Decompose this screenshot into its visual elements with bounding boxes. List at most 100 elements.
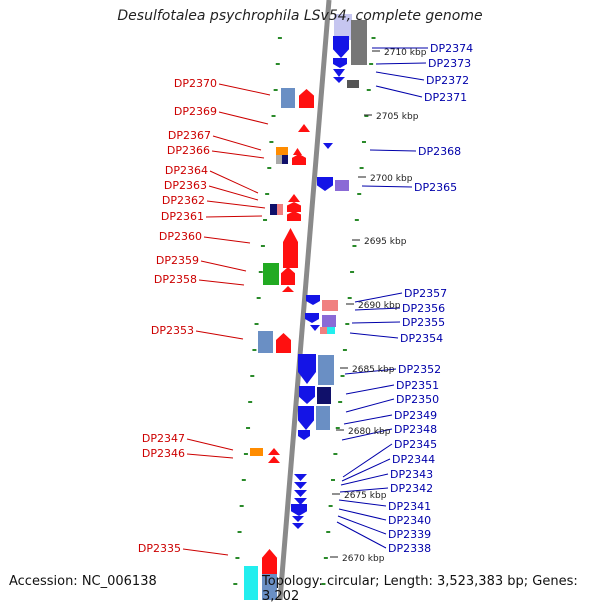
gene-block: [322, 300, 338, 311]
gene-block: [262, 574, 277, 600]
gene-label-left: DP2367: [168, 129, 211, 142]
gene-arrow-down: [298, 354, 316, 384]
label-leader-right: [341, 428, 393, 441]
scale-label: 2695 kbp: [364, 237, 407, 247]
gene-label-left: DP2363: [164, 179, 207, 192]
label-leader-right: [375, 71, 425, 81]
gene-arrow-down: [317, 177, 333, 191]
gene-label-left: DP2366: [167, 144, 210, 157]
gene-block: [282, 155, 288, 164]
gene-label-right: DP2338: [388, 542, 431, 555]
gene-label-right: DP2343: [390, 468, 433, 481]
gene-arrow-down: [298, 430, 310, 440]
label-leader-right: [341, 458, 391, 482]
gene-label-right: DP2352: [398, 363, 441, 376]
gene-block: [277, 204, 283, 215]
gene-features: [244, 14, 367, 600]
gene-label-left: DP2346: [142, 447, 185, 460]
gene-triangle: [293, 148, 302, 155]
label-leader-right: [349, 332, 399, 339]
gene-arrow-up: [299, 89, 314, 108]
gene-triangle: [310, 325, 320, 331]
label-leader-left: [211, 150, 265, 159]
gene-label-right: DP2374: [430, 42, 473, 55]
gene-label-right: DP2373: [428, 57, 471, 70]
gene-block: [322, 315, 336, 327]
gene-label-right: DP2357: [404, 287, 447, 300]
gene-block: [281, 88, 295, 108]
gene-arrow-up: [287, 202, 301, 212]
label-leader-right: [338, 499, 387, 507]
gene-label-left: DP2358: [154, 273, 197, 286]
gene-triangle: [294, 498, 307, 505]
genome-backbone: [277, 0, 332, 600]
label-leader-left: [209, 170, 259, 194]
label-leader-left: [218, 111, 269, 125]
gene-block: [327, 327, 335, 334]
gene-triangle: [294, 474, 307, 481]
gene-block: [351, 20, 367, 65]
gene-label-right: DP2365: [414, 181, 457, 194]
scale-label: 2670 kbp: [342, 554, 385, 564]
label-leader-right: [345, 398, 395, 413]
gene-block: [258, 331, 273, 353]
gene-label-right: DP2349: [394, 409, 437, 422]
gene-arrow-up: [276, 333, 291, 353]
gene-block: [317, 387, 331, 404]
gene-label-left: DP2361: [161, 210, 204, 223]
label-leader-left: [206, 200, 266, 209]
gene-label-right: DP2342: [390, 482, 433, 495]
gene-arrow-up: [262, 549, 277, 574]
gene-arrow-down: [333, 36, 349, 58]
gene-triangle: [282, 286, 294, 292]
label-leader-right: [337, 515, 387, 535]
label-leader-right: [345, 384, 395, 395]
gene-arrow-up: [292, 154, 306, 165]
label-leader-right: [369, 149, 417, 152]
gene-block: [347, 80, 359, 88]
gene-triangle: [268, 448, 280, 455]
gene-triangle: [298, 124, 310, 132]
dotted-tracks: [233, 37, 376, 585]
label-leader-right: [344, 368, 397, 375]
gene-label-left: DP2347: [142, 432, 185, 445]
gene-triangle: [292, 523, 304, 529]
gene-block: [335, 180, 349, 191]
scale-label: 2680 kbp: [348, 427, 391, 437]
label-leader-right: [343, 414, 393, 425]
gene-label-right: DP2340: [388, 514, 431, 527]
gene-triangle: [294, 482, 307, 489]
label-leader-left: [212, 135, 262, 151]
gene-arrow-down: [306, 295, 320, 305]
scale-label: 2675 kbp: [344, 491, 387, 501]
gene-label-right: DP2368: [418, 145, 461, 158]
gene-label-right: DP2339: [388, 528, 431, 541]
gene-arrow-down: [333, 58, 347, 68]
label-leader-right: [354, 292, 403, 303]
gene-label-right: DP2354: [400, 332, 443, 345]
gene-triangle: [333, 77, 345, 83]
scale-label: 2685 kbp: [352, 365, 395, 375]
gene-label-right: DP2344: [392, 453, 435, 466]
label-leader-left: [200, 260, 247, 272]
gene-arrow-up: [283, 228, 298, 268]
label-leader-left: [208, 185, 259, 201]
gene-block: [318, 355, 334, 385]
gene-arrow-down: [299, 386, 315, 404]
gene-block: [270, 204, 282, 215]
gene-label-left: DP2362: [162, 194, 205, 207]
gene-block: [244, 566, 258, 600]
gene-label-right: DP2350: [396, 393, 439, 406]
gene-block: [334, 14, 352, 40]
gene-label-left: DP2364: [165, 164, 208, 177]
gene-block: [263, 263, 279, 285]
gene-arrow-up: [281, 267, 295, 285]
gene-label-left: DP2335: [138, 542, 181, 555]
gene-triangle: [292, 516, 304, 522]
gene-block: [316, 406, 330, 430]
scale-label: 2690 kbp: [358, 301, 401, 311]
label-leader-left: [203, 236, 251, 244]
label-leader-left: [195, 330, 244, 340]
gene-label-left: DP2359: [156, 254, 199, 267]
